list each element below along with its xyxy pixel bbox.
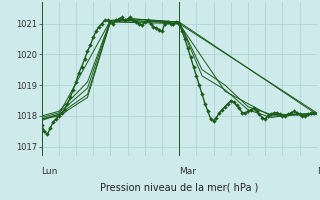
Text: Mar: Mar xyxy=(179,167,196,176)
Text: Mer: Mer xyxy=(317,167,320,176)
Text: Lun: Lun xyxy=(42,167,58,176)
Text: Pression niveau de la mer( hPa ): Pression niveau de la mer( hPa ) xyxy=(100,182,258,192)
